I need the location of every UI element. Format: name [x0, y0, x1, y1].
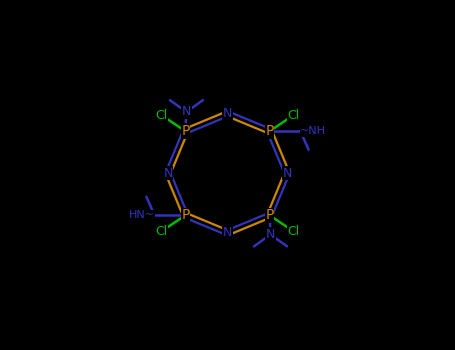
Text: P: P — [181, 124, 190, 138]
Text: Cl: Cl — [156, 225, 168, 238]
Text: P: P — [265, 124, 274, 138]
Text: P: P — [181, 208, 190, 222]
Text: N: N — [163, 167, 173, 180]
Text: ~NH: ~NH — [300, 126, 326, 136]
Text: N: N — [182, 105, 191, 118]
Text: HN~: HN~ — [129, 210, 155, 220]
Text: Cl: Cl — [287, 109, 299, 122]
Text: N: N — [266, 228, 275, 241]
Text: N: N — [223, 226, 232, 239]
Text: Cl: Cl — [287, 225, 299, 238]
Text: Cl: Cl — [156, 109, 168, 122]
Text: N: N — [223, 107, 232, 120]
Text: P: P — [265, 208, 274, 222]
Text: N: N — [282, 167, 292, 180]
